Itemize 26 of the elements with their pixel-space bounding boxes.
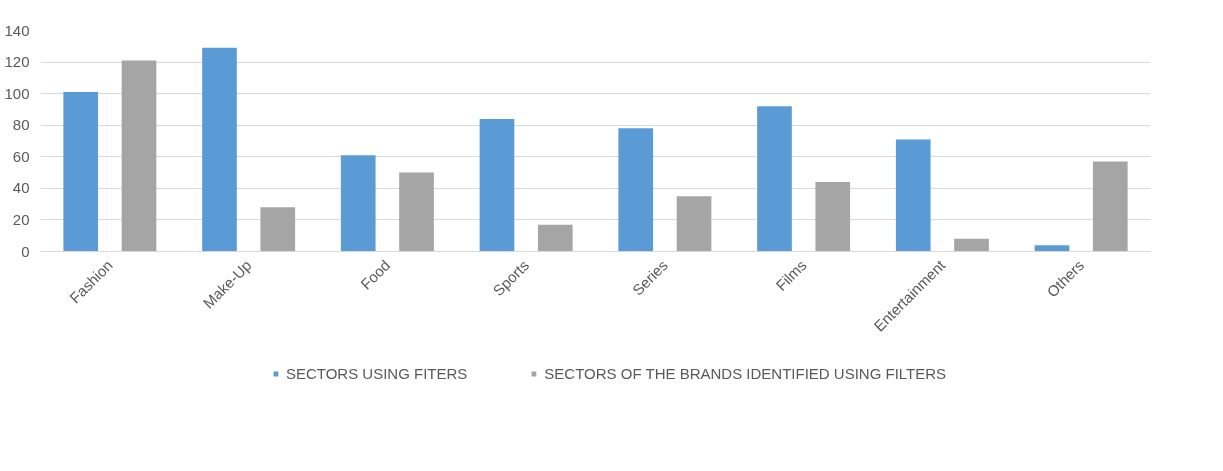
bar xyxy=(63,92,99,252)
y-tick-label: 100 xyxy=(4,84,30,102)
bar xyxy=(340,155,376,252)
y-tick-label: 0 xyxy=(21,242,30,260)
bar xyxy=(618,128,654,252)
y-tick-label: 140 xyxy=(4,21,30,39)
bar xyxy=(202,47,237,252)
legend-label: SECTORS USING FITERS xyxy=(285,364,468,382)
bar xyxy=(121,60,157,252)
y-tick-label: 120 xyxy=(4,53,30,71)
bar xyxy=(895,139,931,252)
bar xyxy=(676,196,712,252)
bar xyxy=(1034,245,1070,252)
bar xyxy=(260,207,296,252)
y-tick-label: 80 xyxy=(12,116,30,134)
legend-label: SECTORS OF THE BRANDS IDENTIFIED USING FILTERS xyxy=(544,364,947,382)
bar xyxy=(537,224,573,252)
bar xyxy=(757,106,792,252)
bar xyxy=(815,182,851,252)
bar xyxy=(954,238,989,252)
bar xyxy=(1092,161,1128,252)
bar xyxy=(479,118,515,252)
y-tick-label: 60 xyxy=(12,147,30,165)
y-tick-label: 40 xyxy=(12,179,30,197)
y-tick-label: 20 xyxy=(12,210,30,228)
bar xyxy=(399,172,434,252)
